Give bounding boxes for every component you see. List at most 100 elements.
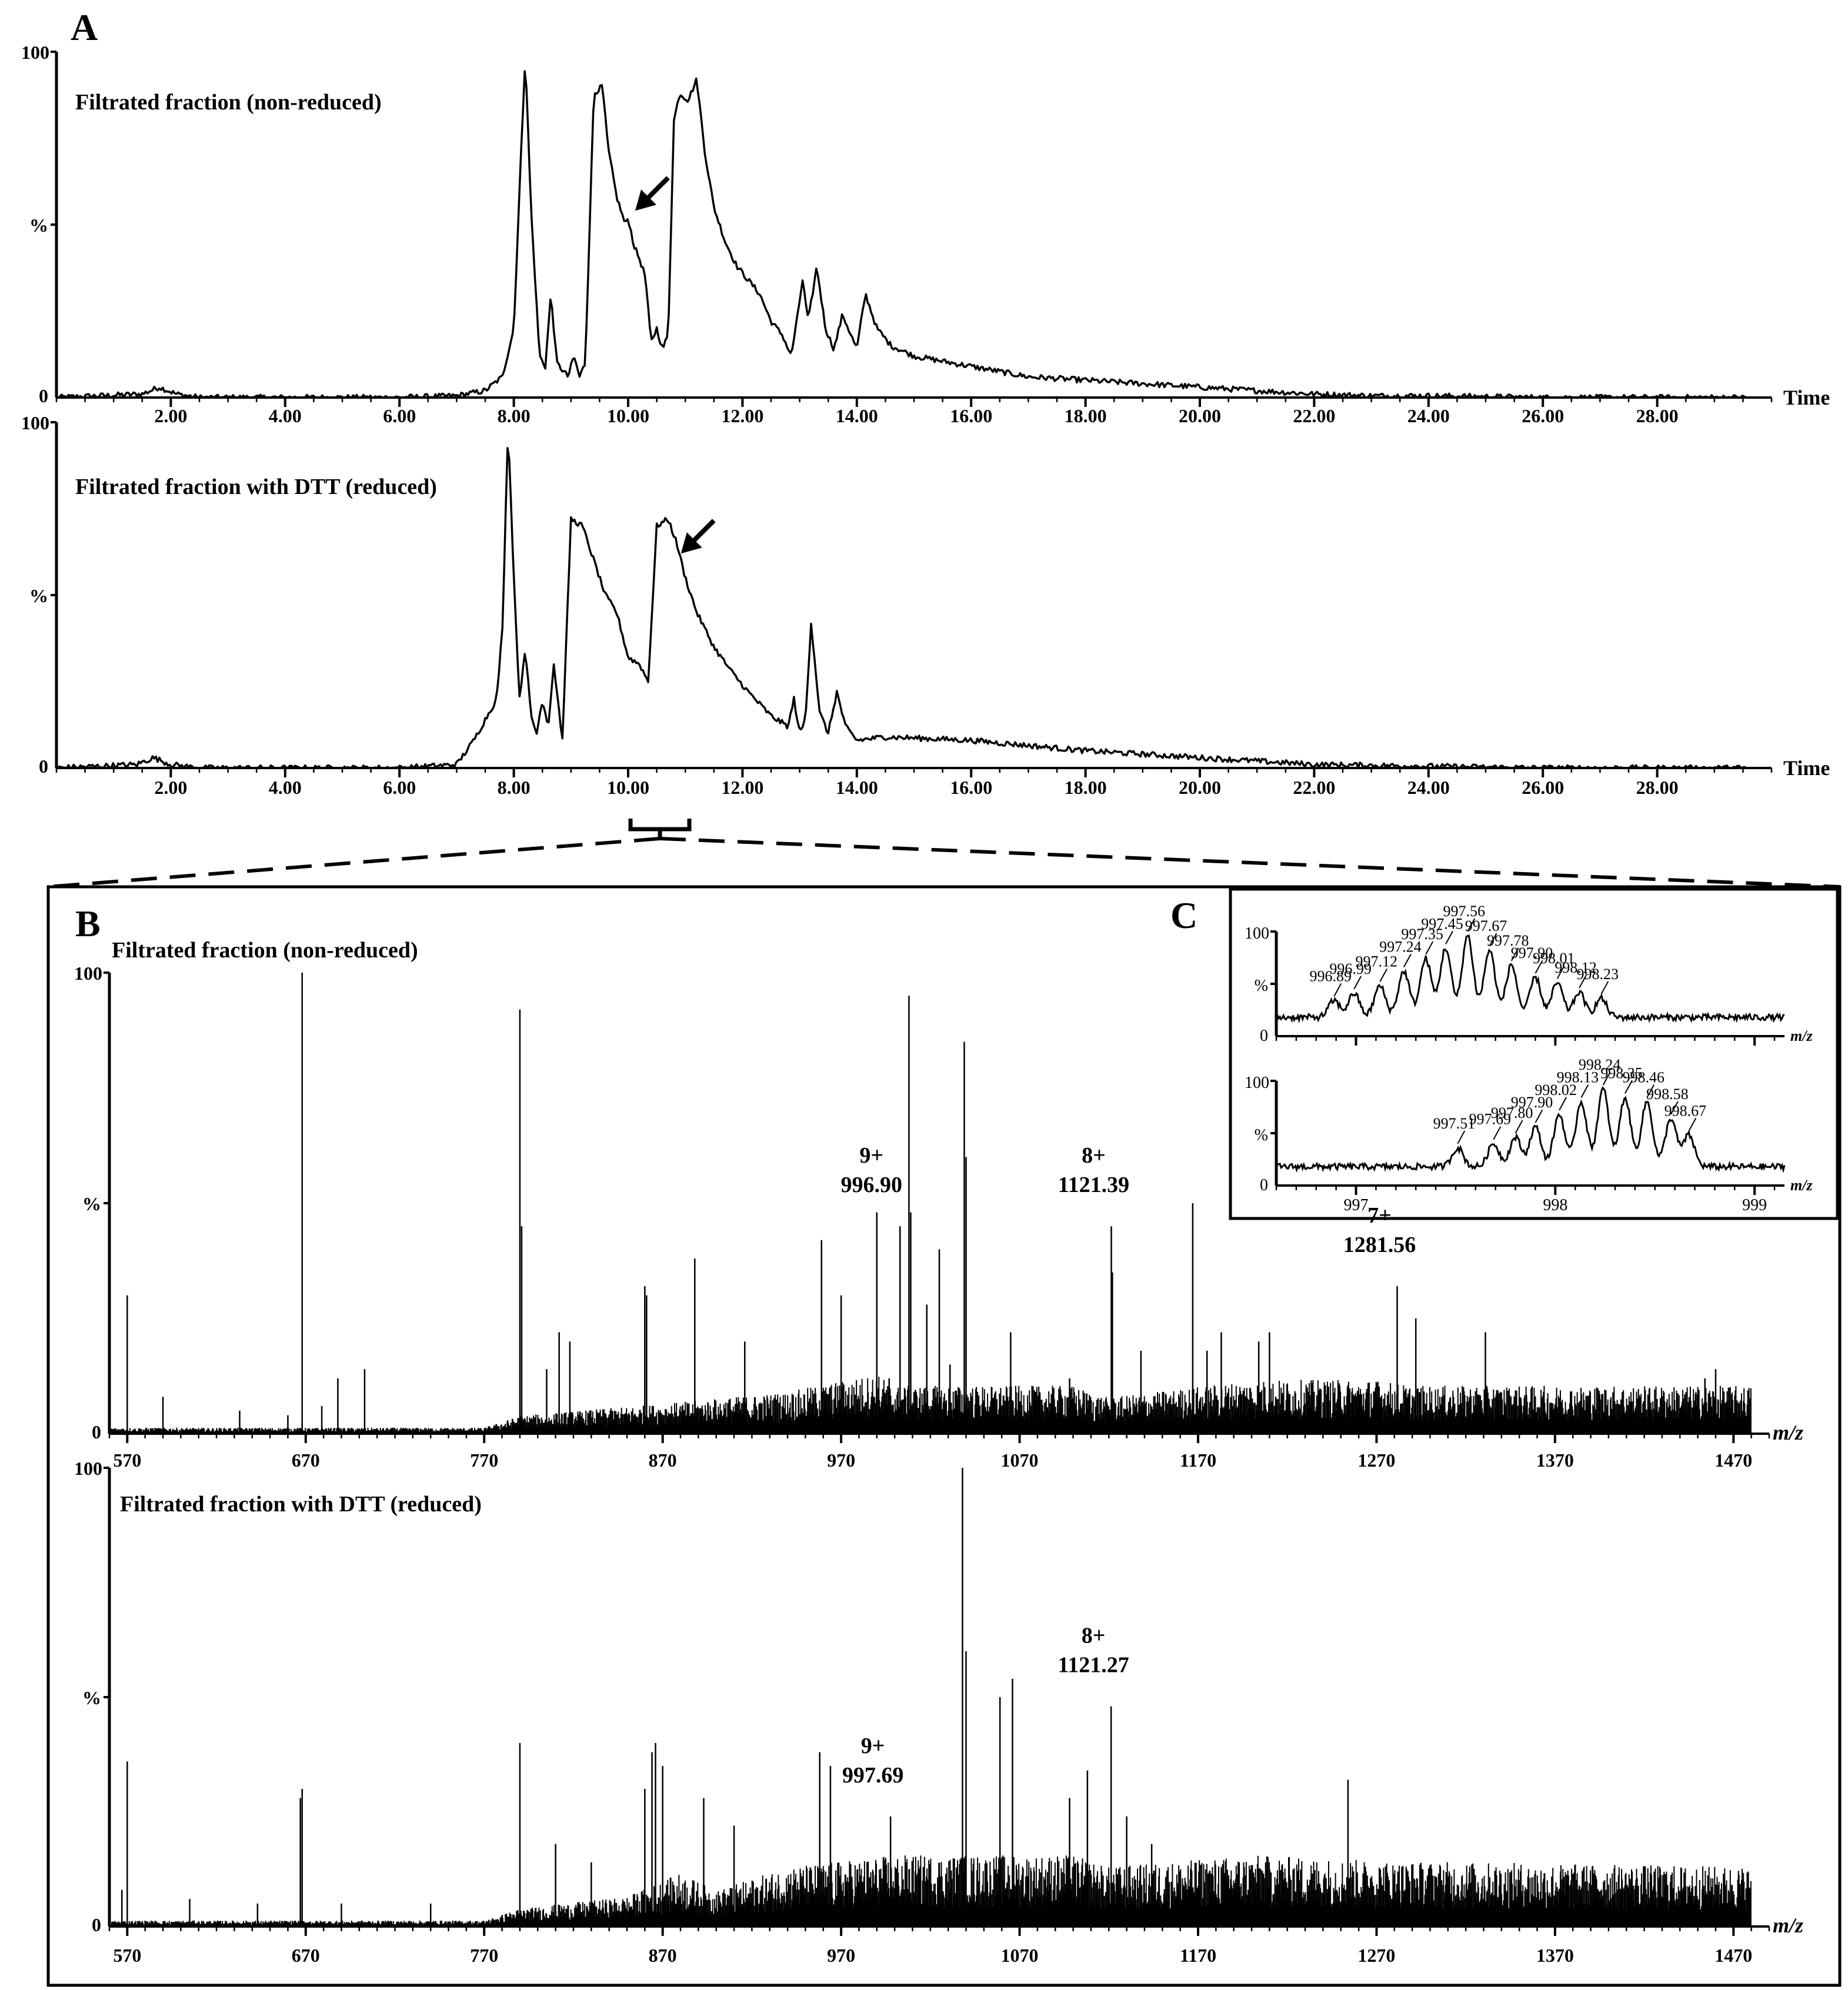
y-tick-label-100: 100 (21, 42, 49, 63)
chart-a1-chromatogram: 100% 0 2.00 4.00 6.00 8.00 10.00 12.00 14.00 16.0… (21, 42, 1830, 426)
isotope-leader (1580, 1084, 1589, 1098)
isotope-leader (1579, 974, 1587, 989)
x-tick-label: 22.00 (1293, 405, 1335, 426)
x-tick-label: 570 (113, 1945, 141, 1966)
x-tick-label: 14.00 (836, 777, 878, 798)
x-tick-label: 1270 (1357, 1450, 1395, 1471)
isotope-leader (1445, 930, 1453, 944)
x-axis-label: m/z (1773, 1914, 1803, 1937)
isotope-leader (1333, 983, 1342, 997)
peak-annotation-mz: 1121.39 (1058, 1173, 1129, 1197)
chart-title: Filtrated fraction with DTT (reduced) (75, 475, 437, 499)
x-axis-label: Time (1783, 756, 1830, 780)
peak-annotation-charge: 9+ (861, 1734, 885, 1758)
x-tick-label: 26.00 (1522, 777, 1564, 798)
isotope-peak-label: 998.02 (1535, 1081, 1577, 1098)
isotope-trace (1276, 934, 1785, 1024)
isotope-leader (1670, 1101, 1679, 1115)
x-tick-label: 998 (1543, 1196, 1567, 1214)
isotope-leader (1457, 1130, 1466, 1144)
isotope-peak-label: 997.51 (1433, 1115, 1476, 1132)
peak-arrow-head (635, 189, 656, 211)
isotope-leader (1425, 941, 1433, 955)
isotope-leader (1688, 1117, 1697, 1131)
isotope-peak-label: 997.12 (1355, 953, 1397, 970)
isotope-leader (1379, 968, 1388, 982)
y-tick-label-0: 0 (39, 756, 48, 777)
x-tick-label: 4.00 (269, 777, 302, 798)
x-tick-label: 10.00 (607, 405, 649, 426)
peak-annotation-mz: 1121.27 (1058, 1653, 1129, 1678)
isotope-leader (1624, 1080, 1633, 1094)
x-tick-label: 8.00 (498, 405, 531, 426)
peak-annotation-charge: 9+ (859, 1143, 883, 1168)
x-tick-label: 670 (292, 1945, 320, 1966)
peak-annotation-mz: 997.69 (842, 1763, 904, 1788)
isotope-peak-label: 998.58 (1646, 1086, 1689, 1103)
chart-c2-isotope: 100% 0 997 998 999 m/z 997.51997.69997.80997.9… (1245, 1056, 1813, 1214)
isotope-peak-label: 998.35 (1600, 1064, 1643, 1081)
x-tick-label: 2.00 (154, 405, 187, 426)
x-tick-label: 1070 (1001, 1945, 1039, 1966)
peak-annotation-mz: 1281.56 (1343, 1233, 1416, 1257)
x-tick-label: 870 (649, 1945, 677, 1966)
spectrum-noise (111, 1377, 1752, 1434)
zoom-indicator (48, 819, 1840, 889)
x-tick-label: 6.00 (383, 777, 416, 798)
panel-c-frame (1229, 887, 1839, 1220)
isotope-peak-label: 997.45 (1421, 915, 1463, 932)
isotope-leader (1467, 918, 1476, 932)
chart-title: Filtrated fraction with DTT (reduced) (120, 1492, 482, 1517)
chart-title: Filtrated fraction (non-reduced) (75, 90, 382, 115)
x-tick-label: 28.00 (1636, 405, 1679, 426)
peak-annotation-charge: 8+ (1082, 1624, 1106, 1648)
x-axis-label: Time (1783, 386, 1830, 409)
isotope-peak-label: 998.23 (1577, 966, 1619, 983)
isotope-trace (1275, 1086, 1786, 1174)
isotope-peak-label: 998.12 (1555, 959, 1597, 976)
x-tick-label: 670 (292, 1450, 320, 1471)
isotope-leader (1600, 981, 1609, 995)
x-tick-label: 12.00 (721, 777, 763, 798)
isotope-peak-label: 997.24 (1379, 939, 1422, 956)
peak-arrow-head (681, 532, 702, 554)
y-axis-label: % (82, 1193, 101, 1214)
y-tick-label-0: 0 (92, 1421, 101, 1443)
chart-c1-isotope: 100%0 m/z996.89996.99997.12997.24997.3599… (1245, 903, 1813, 1046)
y-tick-label-100: 100 (21, 412, 49, 433)
isotope-peak-label: 998.67 (1664, 1102, 1707, 1119)
chart-b1-spectrum: 100% 0 570 670 770 870 970 1070 1170 1270 1370 1470… (74, 938, 1803, 1471)
chromatogram-trace (56, 447, 1748, 769)
zoom-line-right (659, 837, 1840, 889)
isotope-leader (1556, 965, 1565, 979)
y-tick-label-0: 0 (1260, 1176, 1268, 1194)
x-tick-label: 28.00 (1636, 777, 1679, 798)
isotope-leader (1515, 1120, 1523, 1134)
x-tick-label: 1170 (1180, 1450, 1216, 1471)
x-tick-label: 1070 (1001, 1450, 1039, 1471)
x-tick-label: 6.00 (383, 405, 416, 426)
x-tick-label: 16.00 (950, 777, 992, 798)
x-tick-label: 26.00 (1522, 405, 1564, 426)
spectrum-noise (111, 1855, 1752, 1926)
isotope-leader (1353, 976, 1362, 990)
y-tick-label-0: 0 (1260, 1027, 1268, 1045)
zoom-bracket (628, 819, 692, 839)
x-axis-label: m/z (1790, 1177, 1813, 1194)
isotope-peak-label: 998.13 (1557, 1069, 1599, 1086)
x-axis-label: m/z (1773, 1421, 1803, 1444)
x-tick-label: 770 (470, 1945, 498, 1966)
isotope-leader (1489, 933, 1497, 947)
x-tick-label: 970 (827, 1945, 855, 1966)
isotope-peak-label: 997.56 (1443, 903, 1486, 920)
peak-annotation-charge: 8+ (1082, 1143, 1106, 1168)
y-tick-label-100: 100 (74, 1458, 102, 1479)
isotope-leader (1535, 960, 1543, 974)
isotope-peak-label: 998.46 (1622, 1069, 1664, 1086)
y-tick-label-100: 100 (74, 963, 102, 984)
y-axis-label: % (82, 1687, 101, 1708)
isotope-peak-label: 997.69 (1469, 1111, 1512, 1128)
x-tick-label: 14.00 (836, 405, 878, 426)
isotope-peak-label: 997.67 (1465, 917, 1507, 934)
